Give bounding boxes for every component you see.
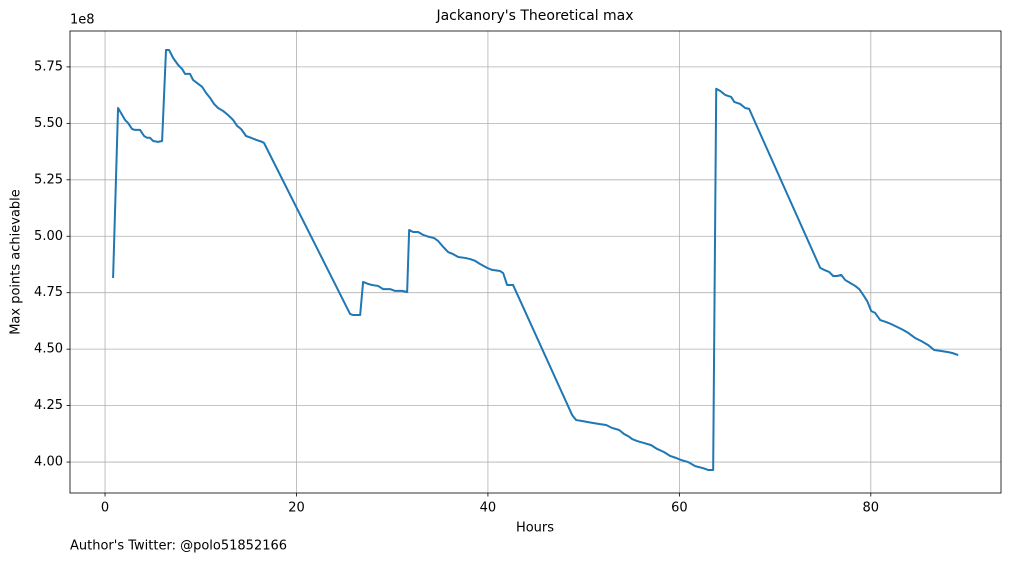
x-tick-label: 40 <box>480 501 497 516</box>
y-axis-label: Max points achievable <box>9 189 24 335</box>
plot-frame <box>69 30 1002 494</box>
x-axis-label: Hours <box>516 521 554 536</box>
y-tick-label: 4.50 <box>34 342 63 357</box>
y-tick-label: 5.00 <box>34 229 63 244</box>
y-tick-label: 5.75 <box>34 59 63 74</box>
y-offset-label: 1e8 <box>70 13 95 28</box>
y-tick-label: 5.50 <box>34 116 63 131</box>
footnote: Author's Twitter: @polo51852166 <box>70 539 287 554</box>
x-tick-label: 60 <box>671 501 688 516</box>
data-line <box>112 48 959 471</box>
y-tick-label: 4.00 <box>34 455 63 470</box>
x-tick-label: 0 <box>101 501 109 516</box>
chart-title: Jackanory's Theoretical max <box>435 8 633 24</box>
x-tick-label: 20 <box>288 501 305 516</box>
x-tick-label: 80 <box>863 501 880 516</box>
y-tick-label: 4.75 <box>34 285 63 300</box>
y-tick-label: 5.25 <box>34 172 63 187</box>
y-tick-label: 4.25 <box>34 398 63 413</box>
